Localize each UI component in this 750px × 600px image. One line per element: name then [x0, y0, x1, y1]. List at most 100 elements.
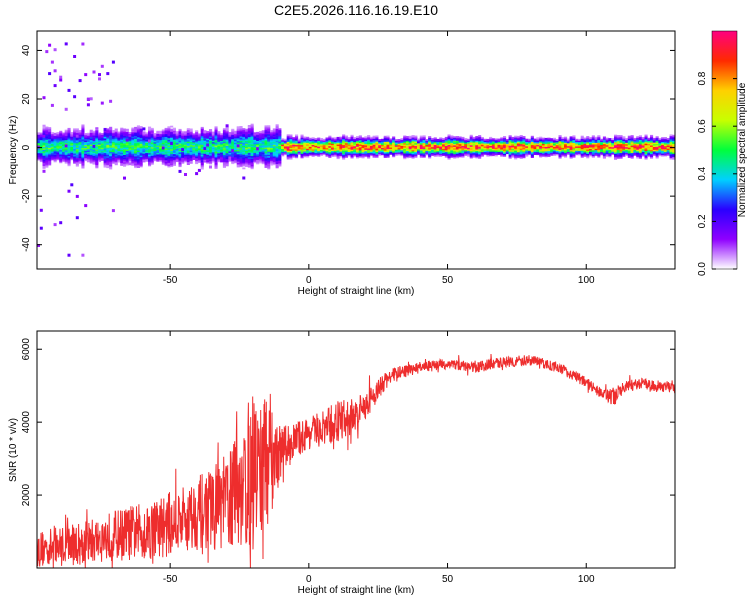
heatmap-cell	[37, 244, 40, 247]
heatmap-cell	[236, 151, 240, 153]
heatmap-cell	[372, 148, 376, 151]
heatmap-cell	[333, 137, 337, 140]
heatmap-cell	[206, 151, 210, 154]
heatmap-cell	[364, 151, 368, 153]
heatmap-cell	[353, 147, 357, 150]
heatmap-cell	[483, 149, 487, 151]
heatmap-cell	[472, 151, 476, 154]
heatmap-cell	[644, 157, 648, 160]
heatmap-cell	[622, 143, 626, 146]
heatmap-cell	[356, 146, 360, 149]
heatmap-cell	[319, 152, 323, 155]
heatmap-cell	[228, 155, 232, 158]
heatmap-cell	[253, 135, 257, 137]
heatmap-cell	[494, 145, 498, 148]
heatmap-cell	[533, 141, 537, 144]
heatmap-cell	[220, 159, 224, 163]
heatmap-cell	[630, 154, 634, 156]
heatmap-cell	[292, 150, 296, 153]
heatmap-cell	[181, 157, 185, 160]
heatmap-cell	[42, 140, 46, 143]
heatmap-cell	[472, 138, 476, 141]
heatmap-cell	[45, 144, 49, 146]
heatmap-cell	[200, 128, 204, 131]
heatmap-cell	[117, 131, 121, 134]
heatmap-cell	[64, 148, 68, 151]
heatmap-cell	[100, 150, 104, 153]
heatmap-cell	[580, 156, 584, 158]
heatmap-cell	[514, 148, 518, 151]
heatmap-cell	[203, 159, 207, 162]
heatmap-cell	[247, 141, 251, 143]
heatmap-cell	[45, 157, 49, 159]
heatmap-cell	[42, 132, 46, 134]
heatmap-cell	[181, 159, 185, 161]
heatmap-cell	[59, 136, 63, 139]
heatmap-cell	[369, 151, 373, 154]
heatmap-cell	[148, 155, 152, 158]
heatmap-cell	[217, 141, 221, 144]
heatmap-cell	[295, 141, 299, 144]
heatmap-cell	[148, 132, 152, 135]
heatmap-cell	[170, 134, 174, 137]
heatmap-cell	[464, 143, 468, 146]
heatmap-cell	[658, 142, 662, 145]
heatmap-cell	[569, 146, 573, 149]
heatmap-cell	[519, 145, 523, 148]
heatmap-cell	[394, 149, 398, 152]
heatmap-cell	[295, 138, 299, 141]
heatmap-cell	[600, 146, 604, 148]
heatmap-cell	[458, 152, 462, 155]
heatmap-cell	[278, 153, 282, 155]
heatmap-cell	[150, 157, 154, 159]
heatmap-cell	[430, 146, 434, 149]
heatmap-cell	[189, 146, 193, 148]
heatmap-cell	[500, 150, 504, 153]
heatmap-cell	[142, 144, 146, 147]
heatmap-cell	[203, 152, 207, 154]
heatmap-cell	[39, 132, 43, 135]
heatmap-cell	[164, 157, 168, 159]
heatmap-cell	[336, 154, 340, 157]
heatmap-cell	[75, 159, 79, 161]
heatmap-cell	[206, 148, 210, 151]
heatmap-cell	[500, 138, 504, 141]
heatmap-cell	[522, 137, 526, 140]
heatmap-cell	[261, 147, 265, 150]
heatmap-cell	[514, 143, 518, 145]
heatmap-cell	[591, 136, 595, 139]
heatmap-cell	[62, 148, 66, 151]
heatmap-cell	[447, 138, 451, 141]
heatmap-cell	[62, 134, 66, 136]
heatmap-cell	[250, 154, 254, 157]
heatmap-cell	[109, 135, 113, 138]
heatmap-cell	[239, 153, 243, 156]
heatmap-cell	[661, 150, 665, 153]
heatmap-cell	[317, 146, 321, 149]
heatmap-cell	[328, 140, 332, 142]
heatmap-cell	[339, 144, 343, 146]
heatmap-cell	[306, 152, 310, 155]
heatmap-cell	[405, 139, 409, 141]
heatmap-cell	[56, 149, 60, 152]
heatmap-cell	[286, 137, 290, 140]
heatmap-cell	[331, 140, 335, 143]
heatmap-cell	[566, 147, 570, 150]
heatmap-cell	[56, 136, 60, 139]
heatmap-cell	[131, 153, 135, 156]
heatmap-cell	[591, 152, 595, 155]
heatmap-cell	[239, 146, 243, 149]
heatmap-cell	[98, 145, 102, 148]
heatmap-cell	[428, 136, 432, 138]
heatmap-cell	[242, 151, 246, 154]
heatmap-cell	[361, 146, 365, 149]
heatmap-cell	[344, 142, 348, 145]
heatmap-cell	[186, 153, 190, 155]
heatmap-cell	[275, 150, 279, 153]
heatmap-cell	[159, 158, 163, 161]
heatmap-cell	[245, 162, 249, 165]
heatmap-cell	[311, 154, 315, 157]
heatmap-cell	[67, 141, 71, 143]
heatmap-cell	[73, 150, 77, 153]
colorbar-tick-label: 0.0	[697, 262, 708, 276]
